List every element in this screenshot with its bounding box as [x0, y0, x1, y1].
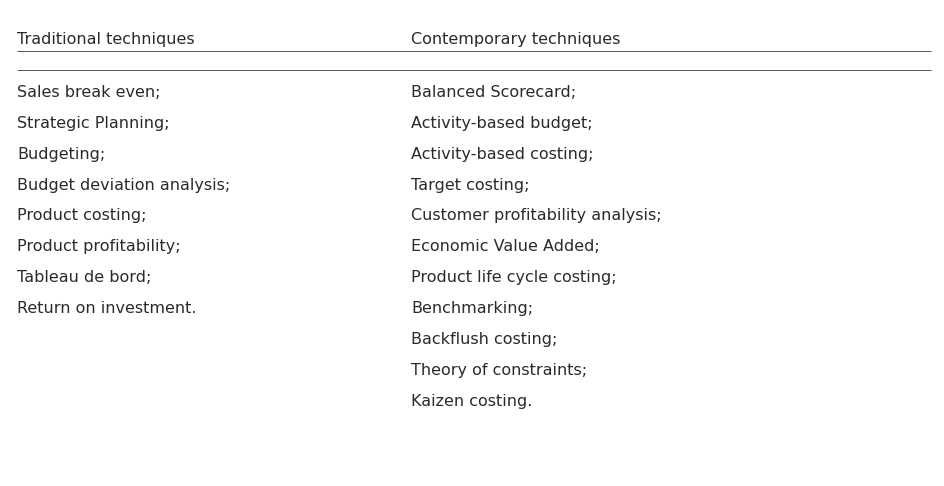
Text: Tableau de bord;: Tableau de bord;	[17, 270, 151, 285]
Text: Strategic Planning;: Strategic Planning;	[17, 116, 170, 131]
Text: Theory of constraints;: Theory of constraints;	[411, 363, 586, 378]
Text: Backflush costing;: Backflush costing;	[411, 332, 557, 347]
Text: Traditional techniques: Traditional techniques	[17, 32, 194, 47]
Text: Kaizen costing.: Kaizen costing.	[411, 394, 531, 409]
Text: Product life cycle costing;: Product life cycle costing;	[411, 270, 616, 285]
Text: Balanced Scorecard;: Balanced Scorecard;	[411, 85, 576, 100]
Text: Contemporary techniques: Contemporary techniques	[411, 32, 620, 47]
Text: Sales break even;: Sales break even;	[17, 85, 160, 100]
Text: Product profitability;: Product profitability;	[17, 240, 180, 254]
Text: Benchmarking;: Benchmarking;	[411, 301, 532, 316]
Text: Target costing;: Target costing;	[411, 178, 529, 192]
Text: Return on investment.: Return on investment.	[17, 301, 196, 316]
Text: Customer profitability analysis;: Customer profitability analysis;	[411, 208, 661, 224]
Text: Budget deviation analysis;: Budget deviation analysis;	[17, 178, 230, 192]
Text: Activity-based budget;: Activity-based budget;	[411, 116, 592, 131]
Text: Activity-based costing;: Activity-based costing;	[411, 147, 593, 162]
Text: Budgeting;: Budgeting;	[17, 147, 105, 162]
Text: Product costing;: Product costing;	[17, 208, 146, 224]
Text: Economic Value Added;: Economic Value Added;	[411, 240, 599, 254]
